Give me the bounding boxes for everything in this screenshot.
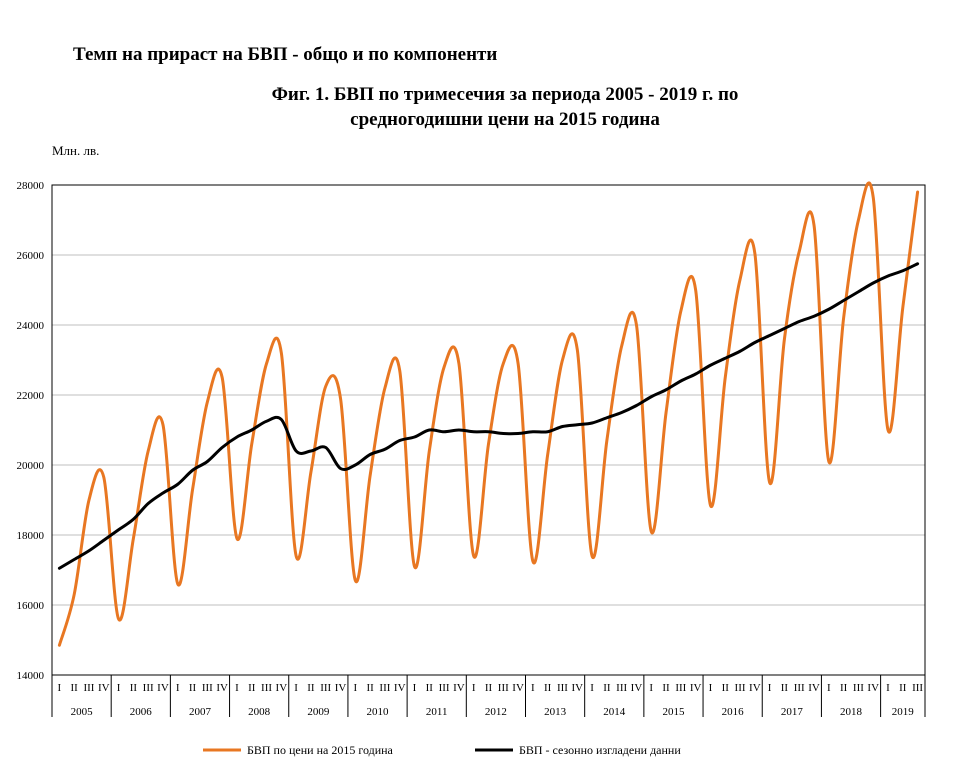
x-tick-label: I [235, 682, 239, 694]
x-tick-label: I [294, 682, 298, 694]
x-tick-label: IV [867, 682, 879, 694]
x-tick-label: III [616, 682, 627, 694]
x-tick-label: III [912, 682, 923, 694]
x-tick-label: I [590, 682, 594, 694]
x-tick-label: II [189, 682, 197, 694]
x-tick-label: III [794, 682, 805, 694]
x-tick-label: II [248, 682, 256, 694]
y-tick-label: 24000 [17, 320, 45, 332]
series-lines [57, 181, 920, 647]
y-tick-label: 22000 [17, 390, 45, 402]
x-tick-label: II [71, 682, 79, 694]
x-tick-label: IV [335, 682, 347, 694]
x-tick-label: III [557, 682, 568, 694]
x-year-label: 2016 [722, 706, 745, 718]
x-year-label: 2007 [189, 706, 212, 718]
x-tick-label: IV [276, 682, 288, 694]
chart-title-line-2: средногодишни цени на 2015 година [350, 109, 660, 130]
y-tick-label: 14000 [17, 670, 45, 682]
x-tick-label: III [675, 682, 686, 694]
page-heading: Темп на прираст на БВП - общо и по компо… [73, 44, 498, 65]
x-tick-label: I [827, 682, 831, 694]
x-tick-label: III [439, 682, 450, 694]
x-tick-label: I [413, 682, 417, 694]
x-tick-label: II [603, 682, 611, 694]
gridlines [51, 184, 926, 676]
x-year-label: 2018 [840, 706, 863, 718]
y-tick-label: 28000 [17, 180, 45, 192]
x-tick-label: IV [394, 682, 406, 694]
x-tick-label: IV [808, 682, 820, 694]
x-year-label: 2006 [130, 706, 153, 718]
x-tick-label: III [498, 682, 509, 694]
x-tick-label: II [485, 682, 493, 694]
x-year-label: 2009 [307, 706, 330, 718]
x-tick-label: IV [512, 682, 524, 694]
x-tick-label: I [709, 682, 713, 694]
x-year-label: 2013 [544, 706, 567, 718]
x-tick-label: I [886, 682, 890, 694]
x-tick-label: III [202, 682, 213, 694]
x-tick-label: III [379, 682, 390, 694]
series-line-2 [57, 262, 920, 570]
x-tick-label: II [366, 682, 374, 694]
x-tick-label: III [261, 682, 272, 694]
x-tick-label: II [781, 682, 789, 694]
y-tick-label: 26000 [17, 250, 45, 262]
x-tick-label: II [307, 682, 315, 694]
plot-area-border [51, 184, 926, 676]
x-tick-label: IV [749, 682, 761, 694]
x-tick-label: III [853, 682, 864, 694]
y-tick-label: 16000 [17, 600, 45, 612]
y-tick-label: 18000 [17, 530, 45, 542]
x-axis: I II III IV I II III IV I II III IV I II III IV I II III IV… [51, 675, 926, 718]
x-tick-label: I [353, 682, 357, 694]
y-axis-label: Млн. лв. [52, 143, 100, 158]
x-year-label: 2015 [662, 706, 685, 718]
x-tick-label: IV [631, 682, 643, 694]
x-tick-label: I [117, 682, 121, 694]
x-tick-label: IV [216, 682, 228, 694]
x-tick-label: II [130, 682, 138, 694]
x-tick-label: II [662, 682, 670, 694]
chart-title: Фиг. 1. БВП по тримесечия за периода 200… [200, 82, 810, 132]
x-tick-label: IV [690, 682, 702, 694]
legend-label: БВП по цени на 2015 година [247, 743, 394, 757]
x-tick-label: III [143, 682, 154, 694]
x-tick-label: IV [571, 682, 583, 694]
y-tick-label: 20000 [17, 460, 45, 472]
x-tick-label: III [83, 682, 94, 694]
x-tick-label: IV [453, 682, 465, 694]
x-tick-label: I [768, 682, 772, 694]
x-tick-label: III [735, 682, 746, 694]
legend: БВП по цени на 2015 година БВП - сезонно … [203, 743, 681, 757]
x-tick-label: II [426, 682, 434, 694]
x-year-label: 2014 [603, 706, 626, 718]
x-tick-label: II [840, 682, 848, 694]
x-year-label: 2017 [781, 706, 804, 718]
series-line-1 [57, 181, 920, 647]
x-tick-label: III [320, 682, 331, 694]
x-tick-label: I [176, 682, 180, 694]
x-year-label: 2011 [426, 706, 448, 718]
x-year-label: 2012 [485, 706, 507, 718]
x-year-label: 2010 [367, 706, 390, 718]
x-tick-label: II [544, 682, 552, 694]
x-tick-label: II [722, 682, 730, 694]
x-tick-label: I [472, 682, 476, 694]
chart-title-line-1: Фиг. 1. БВП по тримесечия за периода 200… [271, 84, 739, 105]
x-tick-label: I [649, 682, 653, 694]
x-year-label: 2005 [71, 706, 94, 718]
x-tick-label: I [531, 682, 535, 694]
x-tick-label: IV [157, 682, 169, 694]
legend-label: БВП - сезонно изгладени данни [519, 743, 681, 757]
x-tick-label: II [899, 682, 907, 694]
x-year-label: 2019 [892, 706, 915, 718]
x-tick-label: IV [98, 682, 110, 694]
x-tick-label: I [58, 682, 62, 694]
y-axis-ticks: 14000 16000 18000 20000 22000 24000 26000 28000 [17, 180, 45, 682]
x-year-label: 2008 [248, 706, 271, 718]
